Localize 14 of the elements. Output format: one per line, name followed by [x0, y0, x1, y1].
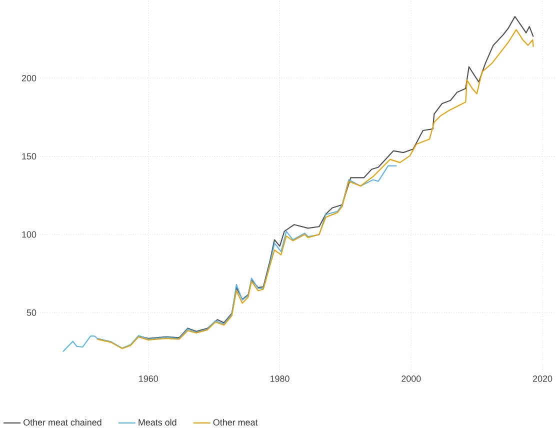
- x-tick-label: 2000: [402, 376, 421, 382]
- legend-label: Other meat: [213, 418, 258, 426]
- line-series: [62, 165, 398, 352]
- y-tick-label: 150: [22, 153, 36, 160]
- y-tick-label: 200: [22, 74, 36, 82]
- y-tick-label: 100: [22, 231, 36, 238]
- x-tick-label: 2020: [533, 376, 552, 382]
- x-tick-label: 1960: [139, 376, 158, 382]
- x-tick-label: 1980: [270, 376, 290, 382]
- y-tick-label: 50: [26, 309, 36, 316]
- line-series: [138, 16, 534, 339]
- line-series: [96, 29, 534, 350]
- legend-label: Other meat chained: [24, 418, 102, 426]
- legend-label: Meats old: [138, 418, 176, 426]
